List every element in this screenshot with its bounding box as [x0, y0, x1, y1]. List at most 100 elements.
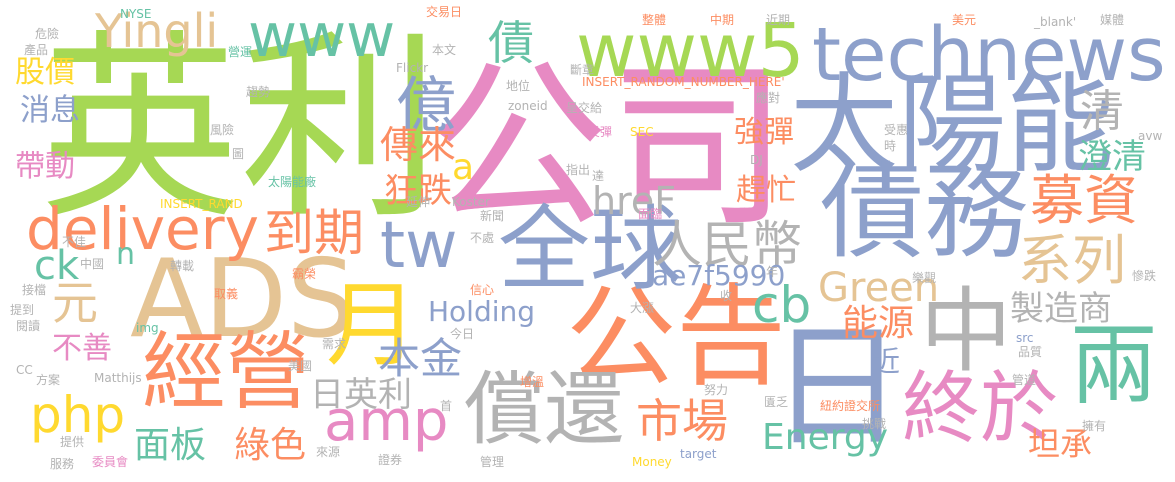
- cloud-word: 提到: [10, 303, 35, 317]
- cloud-word: 擁有: [1082, 419, 1107, 433]
- cloud-word: 中期: [710, 13, 735, 27]
- cloud-word: 樂觀: [912, 271, 937, 285]
- cloud-word: 來源: [316, 445, 341, 459]
- cloud-word: Flickr: [396, 61, 429, 75]
- cloud-word: hreF: [592, 179, 677, 223]
- cloud-word: 今日: [450, 327, 475, 341]
- cloud-word: 方案: [36, 373, 61, 387]
- cloud-word: NYSE: [120, 7, 152, 21]
- cloud-word: 提供: [60, 435, 85, 449]
- cloud-word: 收: [720, 289, 733, 303]
- cloud-word: Green: [818, 265, 940, 311]
- cloud-word: delivery: [26, 195, 259, 263]
- cloud-word: INSERT_RAND: [160, 197, 243, 211]
- cloud-word: 億: [396, 71, 456, 141]
- cloud-word: 經營: [142, 323, 311, 421]
- cloud-word: 風險: [210, 123, 235, 137]
- cloud-word: 近期: [766, 13, 791, 27]
- cloud-word: 本文: [432, 43, 457, 57]
- cloud-word: 消息: [20, 93, 80, 128]
- cloud-word: 太陽能: [790, 63, 1115, 188]
- cloud-word: 元: [52, 276, 98, 330]
- cloud-word: 全球: [498, 196, 683, 303]
- cloud-word: 交易日: [426, 5, 463, 19]
- cloud-word: 信心: [470, 283, 495, 297]
- cloud-word: 近: [872, 345, 901, 378]
- cloud-word: 償還: [464, 363, 624, 456]
- cloud-word: 首: [440, 399, 453, 413]
- cloud-word: 終於: [902, 364, 1059, 454]
- cloud-word: 媒體: [1100, 13, 1125, 27]
- cloud-word: Matthijs: [94, 371, 142, 385]
- cloud-word: Koster: [452, 195, 490, 209]
- cloud-word: 不處: [470, 231, 495, 245]
- cloud-word: 月: [326, 272, 419, 379]
- cloud-word: www5: [576, 8, 805, 94]
- cloud-word: DJ: [750, 153, 763, 167]
- cloud-word: 公告: [566, 273, 786, 401]
- cloud-word: 美元: [952, 13, 977, 27]
- cloud-word: 清: [1080, 86, 1124, 137]
- cloud-word: 趨勢: [246, 85, 271, 99]
- cloud-word: 不佳: [62, 235, 87, 249]
- cloud-word: ae7f5990: [652, 259, 786, 292]
- cloud-word: CC: [16, 363, 33, 377]
- cloud-word: 到期: [264, 204, 364, 262]
- cloud-word: 美國: [288, 359, 313, 373]
- cloud-word: Holding: [428, 295, 536, 328]
- cloud-word: 管道: [1012, 373, 1037, 387]
- cloud-word: 趕忙: [736, 173, 796, 208]
- cloud-word: 危險: [35, 27, 60, 41]
- cloud-word: INSERT_RANDOM_NUMBER_HERE': [582, 75, 785, 89]
- cloud-word: 反彈: [588, 125, 613, 139]
- cloud-word: 傳來: [380, 123, 457, 167]
- cloud-word: 製造商: [1010, 289, 1112, 329]
- cloud-word: 紐約證交所: [820, 399, 881, 413]
- cloud-word: Yingli: [95, 4, 219, 58]
- cloud-word: 面板: [134, 425, 207, 466]
- cloud-word: 慘跌: [1132, 269, 1157, 283]
- cloud-word: 狂跌: [384, 171, 452, 211]
- cloud-word: 坦承: [1028, 425, 1093, 463]
- cloud-word: 綠色: [234, 425, 307, 466]
- cloud-word: 閱讀: [16, 319, 41, 333]
- cloud-word: 挑戰: [862, 417, 887, 431]
- cloud-word: 需求: [322, 337, 347, 351]
- cloud-word: 產品: [24, 43, 49, 57]
- cloud-word: 霸榮: [292, 267, 317, 281]
- cloud-word: 年: [766, 265, 779, 279]
- cloud-word: 延伸: [406, 195, 431, 209]
- cloud-word: 債: [488, 16, 534, 70]
- cloud-word: Money: [632, 455, 672, 469]
- cloud-word: 達: [592, 169, 605, 183]
- cloud-word: 英利: [40, 13, 441, 246]
- cloud-word: 太陽能廠: [268, 175, 317, 189]
- cloud-word: ADS: [130, 237, 356, 362]
- cloud-word: SEC: [630, 125, 654, 139]
- cloud-word: 澄清: [1078, 137, 1146, 177]
- cloud-word: 指出: [566, 163, 591, 177]
- cloud-word: a: [452, 147, 475, 188]
- cloud-word: 匱乏: [764, 395, 789, 409]
- cloud-word: 股價: [15, 55, 75, 90]
- cloud-word: tw: [380, 209, 458, 283]
- cloud-word: amp: [324, 389, 449, 454]
- cloud-word: 接檔: [22, 283, 47, 297]
- cloud-word: 管理: [480, 455, 505, 469]
- cloud-word: 人民幣: [652, 216, 802, 274]
- cloud-word: 時: [884, 139, 897, 153]
- cloud-word: 系列: [1018, 229, 1126, 292]
- cloud-word: 能源: [842, 303, 915, 344]
- cloud-word: 不善: [52, 331, 112, 366]
- cloud-word: src: [1016, 331, 1034, 345]
- cloud-word: 新聞: [480, 209, 505, 223]
- cloud-word: 增溫: [520, 375, 545, 389]
- cloud-word: technews: [812, 12, 1166, 98]
- cloud-word: 市場: [636, 394, 728, 448]
- cloud-word: 呈交給: [566, 101, 603, 115]
- cloud-word: _blank': [1034, 15, 1077, 29]
- cloud-word: 債務: [820, 151, 1029, 273]
- cloud-word: 本金: [378, 334, 463, 383]
- cloud-word: 中國: [80, 257, 105, 271]
